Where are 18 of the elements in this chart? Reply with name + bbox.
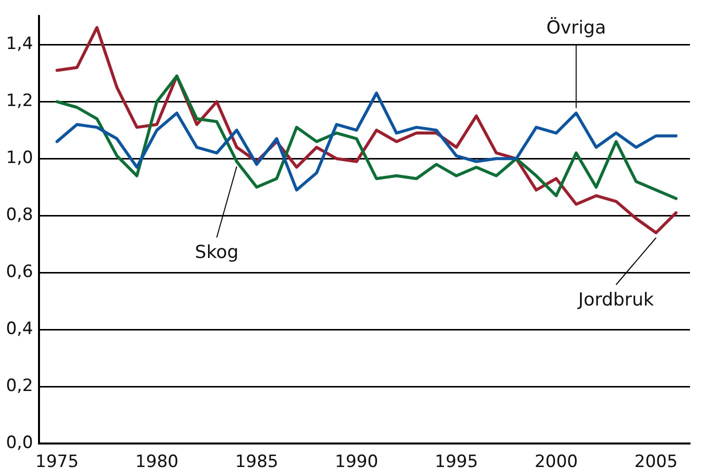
x-tick-label: 2005: [634, 452, 678, 472]
text: Skog: [194, 242, 239, 264]
x-tick-label: 1975: [35, 452, 79, 472]
y-tick-label: 0,0: [6, 433, 34, 454]
y-tick-label: 1,2: [6, 91, 34, 112]
text: Övriga: [546, 16, 606, 39]
y-tick-label: 0,8: [6, 205, 34, 226]
y-tick-label: 0,2: [6, 376, 34, 396]
y-tick-label: 1,4: [6, 34, 34, 54]
x-tick-label: 1990: [334, 452, 378, 472]
y-tick-label: 0,6: [6, 262, 34, 282]
x-tick-label: 1980: [135, 452, 178, 472]
x-tick-label: 1995: [434, 452, 478, 472]
x-tick-label: 1985: [235, 452, 278, 472]
y-tick-label: 1,0: [6, 148, 34, 168]
x-tick-label: 2000: [534, 452, 578, 472]
y-tick-label: 0,4: [6, 319, 34, 340]
text: Jordbruk: [577, 289, 654, 310]
